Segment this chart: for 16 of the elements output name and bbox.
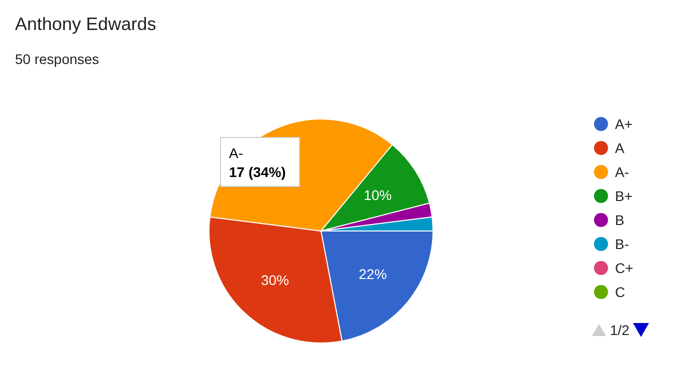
data-label: 30%	[260, 272, 290, 288]
legend-label: A+	[615, 116, 633, 132]
text: 1/2	[610, 322, 630, 338]
text: A-	[229, 144, 244, 163]
legend-label: A-	[615, 164, 629, 180]
text: 17 (34%)	[229, 163, 287, 182]
legend-label: A	[615, 140, 624, 156]
legend-label: B+	[615, 188, 633, 204]
chart-title: Anthony Edwards	[15, 14, 156, 35]
legend-label: B	[615, 212, 624, 228]
text: 50 responses	[15, 51, 100, 67]
data-label: 10%	[364, 186, 392, 203]
legend-label: C+	[615, 260, 634, 276]
legend-label: C	[615, 284, 626, 300]
data-label: 22%	[358, 266, 387, 282]
legend-label: B-	[615, 236, 629, 252]
